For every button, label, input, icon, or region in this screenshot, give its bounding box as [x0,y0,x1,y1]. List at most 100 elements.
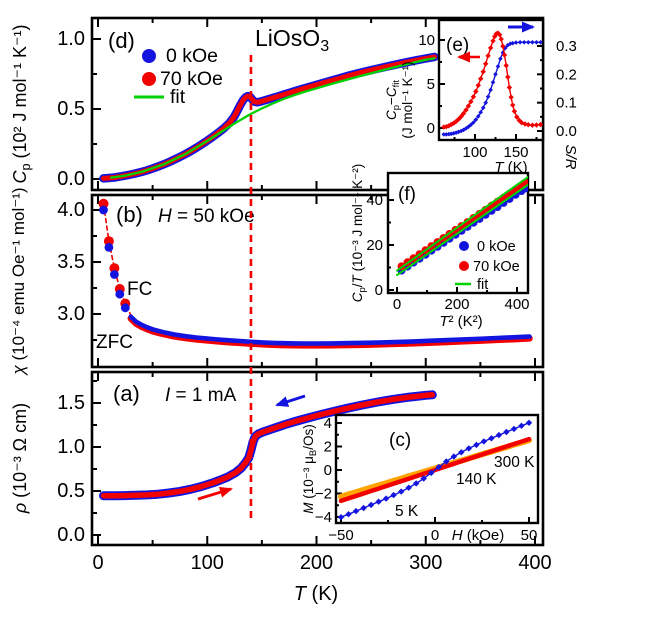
x-tick-label: 300 [409,552,442,574]
sr-axis-label: S/R [562,144,579,169]
y2-tick-label: 0.2 [556,66,577,83]
inset-c-xlabel: H (kOe) [452,527,505,544]
y-tick-label: 0 [324,462,332,479]
tick-labels-d: 0.0 0.5 1.0 [57,28,85,190]
tick-labels-f: 0 200 400 0 20 40 [366,192,529,313]
x-tick-label: 400 [504,296,529,313]
y-tick-label: 3.0 [57,303,85,325]
series-label-140K: 140 K [456,471,497,488]
y2-tick-label: 0.0 [556,123,577,140]
series-b-ZFC-low-T [103,236,114,247]
fc-label: FC [127,279,152,300]
panel-a-ylabel: ρ (10⁻³ Ω cm) [10,403,30,514]
plot-f: 0 200 400 0 20 40 [366,175,530,313]
tick-labels-e: 100 150 0 5 10 0.0 0.1 0.2 0.3 [418,32,577,161]
panel-b-letter: (b) [116,202,143,227]
inset-e-xlabel: T (K) [494,159,527,176]
y-tick-label: −4 [315,509,332,526]
series-c-5-K-markers [337,419,533,521]
panel-d-letter: (d) [108,28,135,53]
y-tick-label: 0.0 [57,524,85,546]
series-d-fit [109,57,436,179]
legend-f-label-70kOe: 70 kOe [473,259,520,275]
y-tick-label: −2 [315,486,332,503]
y-tick-label: 1.5 [57,392,85,414]
inset-e-ylabel-line2: (J mol⁻¹ K⁻¹) [400,61,415,138]
legend-d-label-0kOe: 0 kOe [166,45,218,67]
y2-tick-label: 0.1 [556,95,577,112]
panel-b-ylabel: χ (10⁻⁴ emu Oe⁻¹ mol⁻¹) [9,187,28,376]
inset-e-ylabel-line1: Cp−Cfit [384,80,402,120]
panel-a-letter: (a) [113,381,140,406]
y-tick-label: 0 [427,120,435,137]
series-b-FC-low-T [104,243,114,252]
plot-c: −50 0 50 4 2 0 −2 −4 [315,415,537,544]
legend-d: 0 kOe 70 kOe fit [134,45,223,108]
plot-d: 0.0 0.5 1.0 [57,18,536,190]
panel-d-ylabel: Cp (10² J mol⁻¹ K⁻¹) [10,24,33,183]
x-tick-label: 0 [92,552,103,574]
series-b-FC-low-T [110,270,119,279]
series-group-a [99,390,437,501]
x-tick-label: 200 [300,552,333,574]
inset-e: 100 150 0 5 10 0.0 0.1 0.2 0.3 (e) Cp−Cfit (J mo… [384,18,579,176]
y-tick-label: 4.0 [57,199,85,221]
y-tick-label: 5 [427,76,435,93]
series-a-warming [100,392,436,499]
x-tick-label: −50 [328,527,353,544]
x-tick-label: 150 [503,144,528,161]
series-b-FC-low-T [115,289,125,299]
y-tick-label: 0.5 [57,98,85,120]
series-b-ZFC-low-T [109,263,120,274]
x-tick-label: 50 [521,527,538,544]
y-tick-label: 4 [324,415,332,432]
series-b-FC [128,314,532,346]
x-tick-label: 200 [444,296,469,313]
y-tick-label: 0.5 [57,480,85,502]
series-f-fit-70-kOe [396,175,528,272]
inset-c-ylabel: M (10⁻³ μB/Os) [301,424,319,513]
x-tick-label: 400 [518,552,551,574]
y-tick-label: 3.5 [57,251,85,273]
panel-a-field-label: I = 1 mA [165,385,237,406]
x-axis-title-text: T (K) [294,583,338,605]
legend-d-label-fit: fit [170,86,186,108]
legend-f-marker-0kOe [459,241,469,251]
ticks-f [388,199,518,293]
inset-f-letter: (f) [398,184,416,205]
series-b-FC-low-T [99,205,108,215]
legend-f-label-fit: fit [477,277,488,293]
zfc-label: ZFC [96,332,133,353]
inset-e-letter: (e) [446,35,469,56]
legend-f-label-0kOe: 0 kOe [477,239,516,255]
x-tick-label: 0 [393,296,401,313]
tick-labels-c: −50 0 50 4 2 0 −2 −4 [315,415,537,544]
legend-f: 0 kOe 70 kOe fit [455,239,520,293]
y-tick-label: 1.0 [57,436,85,458]
y-tick-label: 20 [366,237,383,254]
series-label-5K: 5 K [395,503,419,520]
x-tick-label: 100 [462,144,487,161]
legend-f-marker-70kOe [459,261,469,271]
plot-b: 3.0 3.5 4.0 [57,195,536,367]
y-tick-label: 1.0 [57,28,85,50]
series-group-d [99,52,439,183]
compound-title: LiOsO3 [255,25,329,55]
y-tick-label: 2 [324,439,332,456]
y-tick-label: 40 [366,192,383,209]
y2-tick-label: 0.3 [556,38,577,55]
series-group-c [337,419,533,521]
y-tick-label: 10 [418,32,435,49]
series-label-300K: 300 K [494,454,535,471]
x-tick-label: 0 [431,527,439,544]
x-tick-label: 100 [191,552,224,574]
ticks-a [92,372,536,545]
panel-b-field-label: H = 50 kOe [158,206,255,227]
y-tick-label: 0 [375,282,383,299]
inset-f-xlabel: T² (K²) [439,313,482,330]
series-group-e [441,30,543,137]
tick-labels-b: 3.0 3.5 4.0 [57,199,85,325]
x-axis-title: T (K) [294,583,338,605]
